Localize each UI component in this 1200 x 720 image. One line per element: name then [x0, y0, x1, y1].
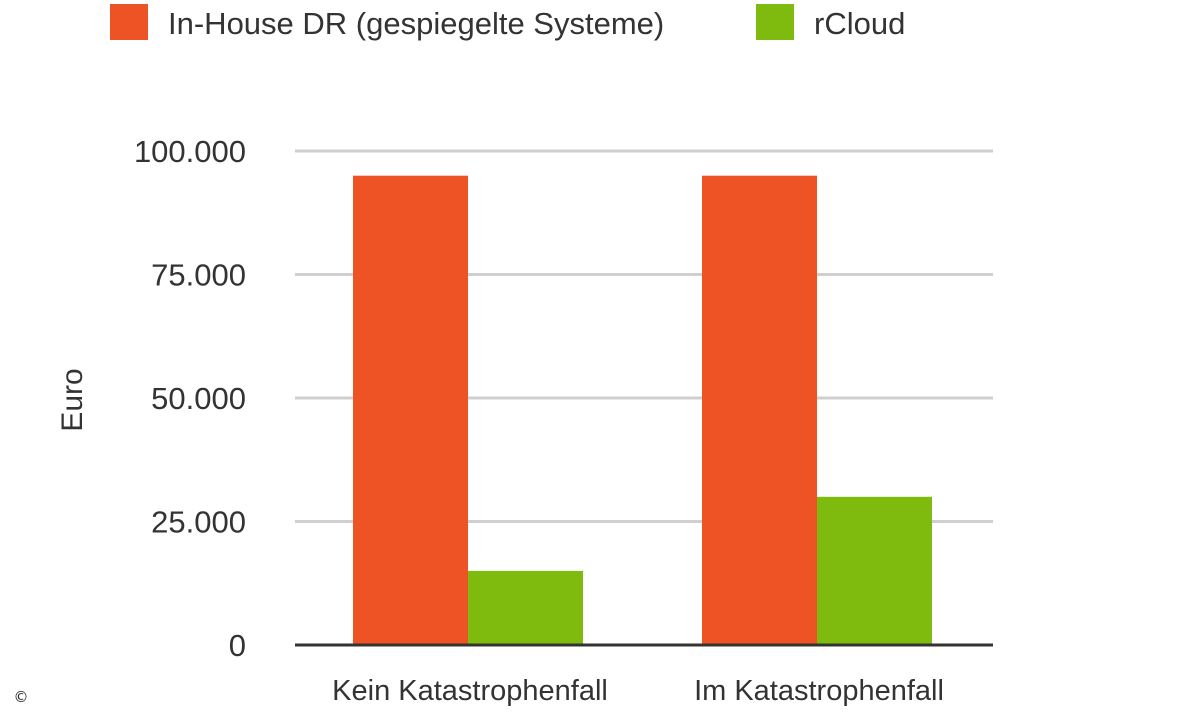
- x-category-label: Kein Katastrophenfall: [332, 675, 608, 707]
- x-category-label: Im Katastrophenfall: [694, 675, 944, 707]
- x-axis-labels: Kein Katastrophenfall Im Katastrophenfall: [332, 675, 944, 707]
- bar-2-2: [817, 496, 932, 645]
- y-tick-label: 75.000: [151, 258, 246, 293]
- bars: [353, 175, 932, 645]
- bar-1-1: [353, 175, 468, 645]
- y-tick-label: 100.000: [134, 134, 246, 169]
- legend-swatch-1: [110, 4, 148, 40]
- y-tick-label: 50.000: [151, 381, 246, 416]
- y-tick-label: 0: [229, 628, 246, 663]
- y-axis-ticks: 0 25.000 50.000 75.000 100.000: [134, 134, 246, 663]
- legend-label-1: In-House DR (gespiegelte Systeme): [168, 6, 664, 41]
- bar-1-2: [468, 570, 583, 645]
- bar-2-1: [702, 175, 817, 645]
- y-axis-title: Euro: [56, 368, 89, 431]
- legend-label-2: rCloud: [814, 6, 905, 41]
- y-tick-label: 25.000: [151, 505, 246, 540]
- copyright-icon: ©: [13, 688, 29, 706]
- chart-legend: In-House DR (gespiegelte Systeme) rCloud: [110, 4, 905, 41]
- legend-swatch-2: [756, 4, 794, 40]
